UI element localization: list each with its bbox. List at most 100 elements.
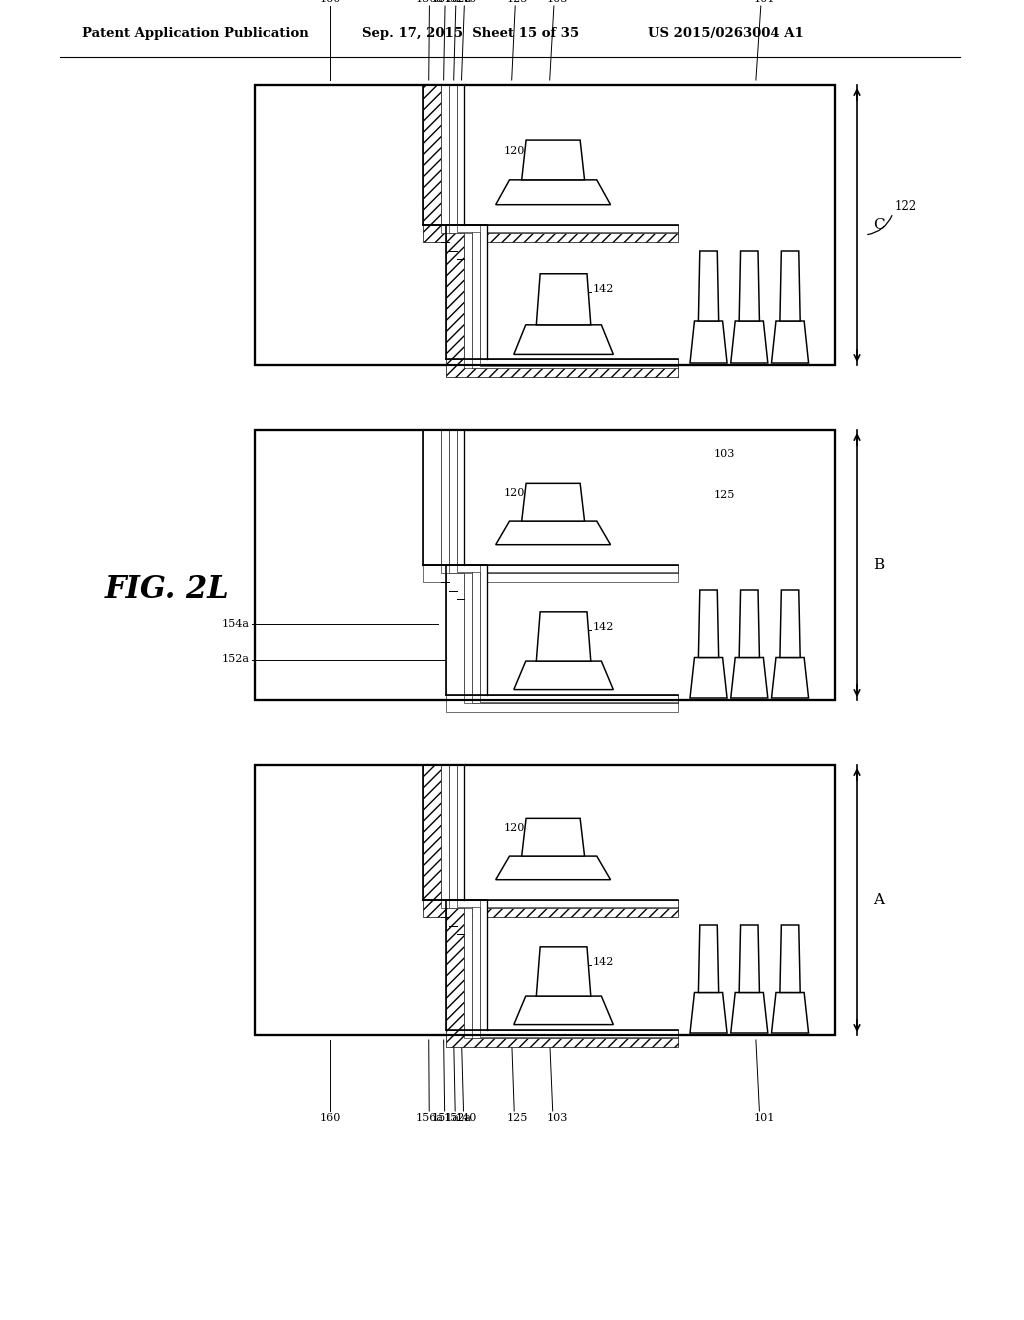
Text: 120: 120 [504,488,525,498]
Polygon shape [771,657,809,698]
Polygon shape [521,483,585,521]
Text: 103: 103 [546,1113,567,1123]
Bar [449,900,678,908]
Bar [449,430,457,565]
Polygon shape [780,251,800,321]
Polygon shape [514,325,613,354]
Bar [446,694,678,711]
Text: 142: 142 [593,622,614,632]
Polygon shape [731,657,768,698]
Text: 103: 103 [713,449,734,459]
Bar [457,565,678,572]
Text: US 2015/0263004 A1: US 2015/0263004 A1 [648,28,804,41]
Bar [423,766,440,900]
Bar [449,224,678,234]
Bar [255,766,835,1035]
Text: 152a: 152a [443,0,471,4]
Bar [255,430,835,700]
Polygon shape [537,273,591,325]
Text: 101: 101 [754,1113,775,1123]
Bar [440,84,449,224]
Bar [457,224,678,232]
Text: 140: 140 [456,1113,477,1123]
Polygon shape [537,946,591,997]
Bar [464,694,678,702]
Polygon shape [739,590,760,657]
Polygon shape [731,321,768,363]
Bar [423,430,440,565]
Text: 151a: 151a [432,0,460,4]
Bar [480,359,678,367]
Bar [457,84,464,224]
Text: 140: 140 [456,0,477,4]
Bar [457,766,464,900]
Bar [472,359,678,367]
Polygon shape [739,251,760,321]
Polygon shape [496,857,610,879]
Text: 103: 103 [546,0,567,4]
Bar [449,766,457,900]
Text: Sep. 17, 2015  Sheet 15 of 35: Sep. 17, 2015 Sheet 15 of 35 [362,28,580,41]
Bar [480,694,678,701]
Text: Patent Application Publication: Patent Application Publication [82,28,309,41]
Bar [464,1030,678,1038]
Polygon shape [771,321,809,363]
Polygon shape [521,140,585,180]
Text: 101: 101 [754,0,775,4]
Text: A: A [873,894,884,907]
Bar [423,565,678,582]
Bar [472,900,480,1030]
Polygon shape [698,590,719,657]
Bar [423,900,678,917]
Text: 142: 142 [593,284,614,294]
Polygon shape [739,925,760,993]
Bar [423,84,440,224]
Bar [449,565,678,573]
Text: 122: 122 [895,201,918,213]
Bar [464,224,472,359]
Text: B: B [873,558,884,572]
Bar [423,224,678,243]
Polygon shape [496,521,610,545]
Bar [449,84,457,224]
Text: 154a: 154a [222,619,250,630]
Text: 125: 125 [507,0,528,4]
Text: 151a: 151a [432,1113,460,1123]
Bar [464,359,678,367]
Text: 120: 120 [504,824,525,833]
Bar [480,224,487,359]
Bar [440,565,678,573]
Polygon shape [780,925,800,993]
Polygon shape [690,321,727,363]
Text: C: C [873,218,885,232]
Bar [480,565,487,694]
Bar [446,1030,678,1047]
Polygon shape [771,993,809,1034]
Text: 156a: 156a [416,1113,444,1123]
Bar [255,430,835,700]
Text: 125: 125 [713,490,734,499]
Bar [440,766,449,900]
Polygon shape [698,251,719,321]
Text: 160: 160 [319,0,341,4]
Bar [472,694,678,702]
Text: 152a: 152a [222,655,250,664]
Text: 152a: 152a [443,1113,471,1123]
Bar [480,1030,678,1036]
Bar [255,84,835,366]
Polygon shape [496,180,610,205]
Bar [446,900,464,1030]
Bar [440,900,678,908]
Polygon shape [537,612,591,661]
Bar [472,565,480,694]
Polygon shape [514,997,613,1024]
Text: FIG. 2L: FIG. 2L [105,574,229,606]
Bar [464,900,472,1030]
Text: 125: 125 [507,1113,528,1123]
Bar [472,1030,678,1038]
Bar [446,359,678,376]
Polygon shape [690,657,727,698]
Bar [457,900,678,907]
Bar [440,224,678,234]
Bar [255,766,835,1035]
